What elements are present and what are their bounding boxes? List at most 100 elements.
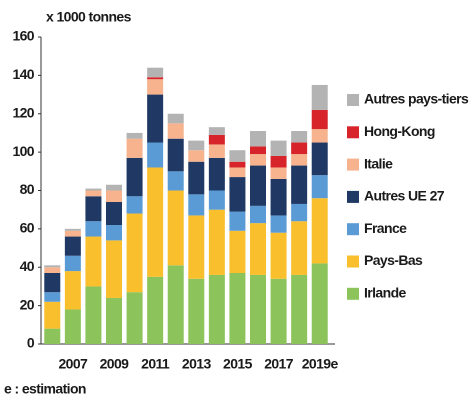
legend-swatch xyxy=(347,158,359,171)
legend-label: Irlande xyxy=(364,285,407,301)
bar-segment xyxy=(106,184,122,191)
bar-segment xyxy=(270,232,287,279)
bar-segment xyxy=(188,140,205,151)
bar-segment xyxy=(64,236,81,256)
x-tick-label: 2013 xyxy=(182,356,212,372)
bar-segment xyxy=(270,278,287,344)
bar-segment xyxy=(270,140,287,156)
legend-label: Hong-Kong xyxy=(364,123,435,139)
legend-label: Autres pays-tiers xyxy=(364,91,469,107)
bar-segment xyxy=(311,263,328,344)
bar-segment xyxy=(147,67,164,78)
bar-segment xyxy=(85,196,102,222)
bar-segment xyxy=(229,161,246,168)
bar-segment xyxy=(85,190,102,197)
bar-segment xyxy=(126,138,143,158)
bar-segment xyxy=(64,255,81,272)
bar-segment xyxy=(311,175,328,199)
bar-segment xyxy=(208,209,225,275)
bar-segment xyxy=(188,194,205,216)
y-tick-label: 140 xyxy=(12,66,34,82)
bar-segment xyxy=(250,165,266,206)
y-tick-label: 20 xyxy=(20,296,35,312)
bar-segment xyxy=(311,142,328,176)
bar-segment xyxy=(147,167,164,277)
bar-segment xyxy=(291,142,308,155)
bar-segment xyxy=(126,292,143,344)
y-tick-label: 60 xyxy=(20,220,35,236)
legend-swatch xyxy=(347,126,359,139)
bar-segment xyxy=(229,167,246,178)
y-tick-label: 40 xyxy=(20,258,35,274)
x-tick-label: 2019e xyxy=(302,356,339,372)
bar-segment xyxy=(270,178,287,216)
bar-segment xyxy=(229,273,246,344)
bar-segment xyxy=(270,215,287,233)
bar-segment xyxy=(64,271,81,310)
bar-segment xyxy=(126,157,143,197)
bar-segment xyxy=(106,202,122,226)
bar-segment xyxy=(270,155,287,168)
x-tick-label: 2015 xyxy=(223,356,253,372)
y-axis-label: x 1000 tonnes xyxy=(46,9,132,25)
bar-segment xyxy=(208,190,225,210)
bar-segment xyxy=(229,150,246,162)
bar-segment xyxy=(167,190,184,266)
bar-segment xyxy=(250,205,266,224)
bar-segment xyxy=(291,154,308,166)
bar-segment xyxy=(44,265,61,268)
bar-segment xyxy=(311,129,328,143)
bar-segment xyxy=(250,274,266,344)
bar-segment xyxy=(64,309,81,344)
y-tick-label: 0 xyxy=(27,335,35,351)
legend-swatch xyxy=(347,255,359,268)
bar-segment xyxy=(250,131,266,147)
bar-segment xyxy=(147,79,164,95)
footnote: e : estimation xyxy=(4,381,86,397)
bar-segment xyxy=(311,198,328,264)
x-tick-label: 2017 xyxy=(264,356,294,372)
bar-segment xyxy=(188,161,205,195)
bar-segment xyxy=(250,154,266,166)
bar-segment xyxy=(291,131,308,143)
legend-label: Pays-Bas xyxy=(364,252,423,268)
legend-swatch xyxy=(347,223,359,236)
bar-segment xyxy=(85,286,102,344)
bar-segment xyxy=(167,138,184,172)
y-tick-label: 160 xyxy=(12,28,34,44)
bar-segment xyxy=(311,109,328,130)
bar-segment xyxy=(229,177,246,212)
legend-swatch xyxy=(347,94,359,106)
bar-segment xyxy=(85,221,102,237)
legend-label: Italie xyxy=(364,155,393,171)
bar-segment xyxy=(188,278,205,344)
bar-segment xyxy=(270,167,287,179)
y-tick-label: 80 xyxy=(20,181,35,197)
bar-segment xyxy=(44,292,61,302)
legend-swatch xyxy=(347,287,359,300)
bar-segment xyxy=(44,301,61,329)
bar-segment xyxy=(85,236,102,287)
bar-segment xyxy=(106,297,122,344)
bar-segment xyxy=(188,150,205,162)
bar-segment xyxy=(291,203,308,222)
bar-segment xyxy=(126,213,143,293)
bar-segment xyxy=(147,77,164,80)
bar-segment xyxy=(106,240,122,298)
bar-segment xyxy=(64,230,81,237)
bar-segment xyxy=(106,190,122,203)
bar-segment xyxy=(126,196,143,214)
legend-label: France xyxy=(364,220,407,236)
bar-segment xyxy=(64,228,81,231)
x-tick-label: 2009 xyxy=(100,356,130,372)
bar-segment xyxy=(126,132,143,139)
y-tick-label: 100 xyxy=(12,143,34,159)
legend-label: Autres UE 27 xyxy=(364,188,445,204)
bar-segment xyxy=(208,134,225,145)
x-tick-label: 2007 xyxy=(58,356,88,372)
legend-swatch xyxy=(347,190,359,203)
x-tick-label: 2011 xyxy=(141,356,170,372)
bar-segment xyxy=(147,276,164,344)
